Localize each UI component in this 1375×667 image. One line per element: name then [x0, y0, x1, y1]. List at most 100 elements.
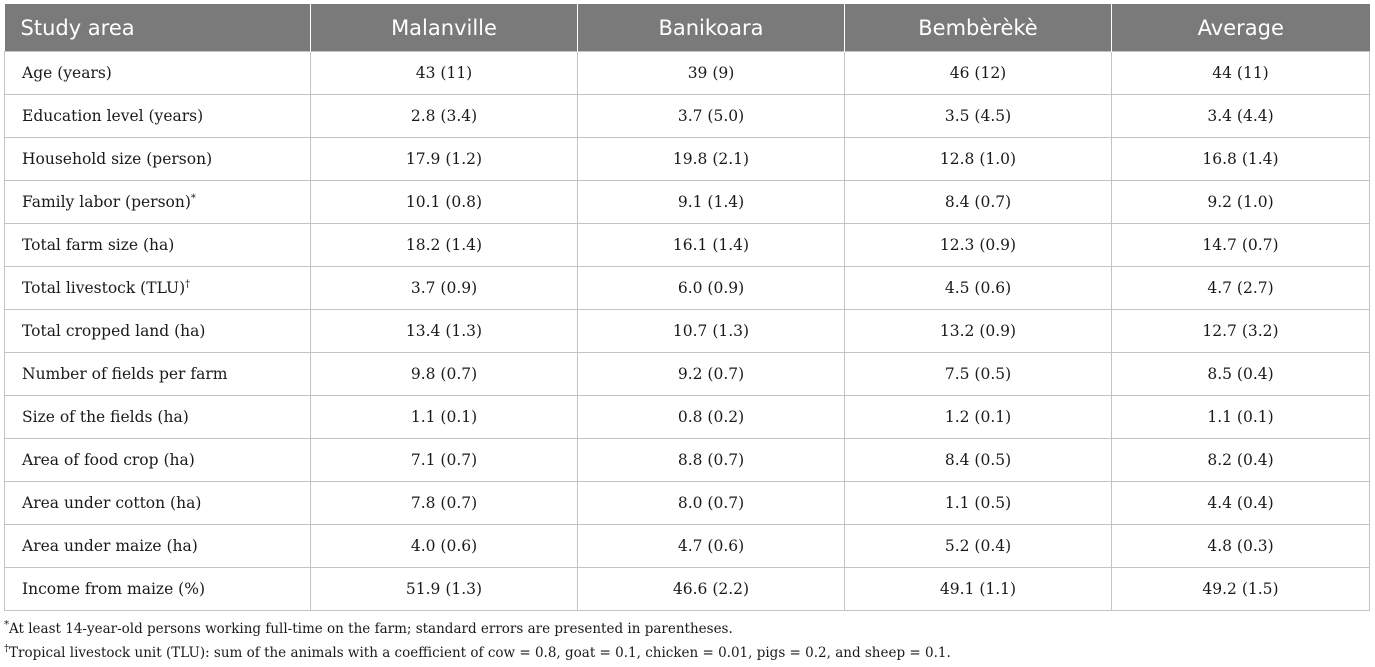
value-cell: 3.4 (4.4) — [1111, 94, 1370, 138]
value-cell: 3.7 (5.0) — [577, 94, 845, 138]
row-label-cell: Income from maize (%) — [4, 567, 311, 611]
table-body: Age (years) 43 (11) 39 (9) 46 (12) 44 (11) Ed… — [4, 51, 1370, 611]
footnote-text: Tropical livestock unit (TLU): sum of th… — [9, 645, 951, 661]
row-label-cell: Household size (person) — [4, 137, 311, 181]
value-cell: 6.0 (0.9) — [577, 266, 845, 310]
value-cell: 7.1 (0.7) — [310, 438, 578, 482]
footnote-mark: * — [4, 619, 9, 631]
value-cell: 16.8 (1.4) — [1111, 137, 1370, 181]
value-cell: 39 (9) — [577, 51, 845, 95]
row-label: Area of food crop (ha) — [22, 451, 195, 469]
value-cell: 3.7 (0.9) — [310, 266, 578, 310]
value-cell: 49.1 (1.1) — [844, 567, 1112, 611]
value-cell: 10.7 (1.3) — [577, 309, 845, 353]
value-cell: 12.3 (0.9) — [844, 223, 1112, 267]
row-label-cell: Education level (years) — [4, 94, 311, 138]
value-cell: 14.7 (0.7) — [1111, 223, 1370, 267]
value-cell: 1.2 (0.1) — [844, 395, 1112, 439]
value-cell: 16.1 (1.4) — [577, 223, 845, 267]
row-label: Size of the fields (ha) — [22, 408, 189, 426]
value-cell: 2.8 (3.4) — [310, 94, 578, 138]
value-cell: 8.5 (0.4) — [1111, 352, 1370, 396]
header-bemberek: Bembèrèkè — [844, 4, 1112, 52]
value-cell: 43 (11) — [310, 51, 578, 95]
value-cell: 12.7 (3.2) — [1111, 309, 1370, 353]
value-cell: 8.2 (0.4) — [1111, 438, 1370, 482]
row-label: Number of fields per farm — [22, 365, 228, 383]
row-label-cell: Total cropped land (ha) — [4, 309, 311, 353]
value-cell: 0.8 (0.2) — [577, 395, 845, 439]
table-row: Total cropped land (ha) 13.4 (1.3) 10.7 (1… — [4, 309, 1370, 353]
value-cell: 1.1 (0.5) — [844, 481, 1112, 525]
table-row: Education level (years) 2.8 (3.4) 3.7 (5.0… — [4, 94, 1370, 138]
data-table-container: Study area Malanville Banikoara Bembèrèk… — [4, 4, 1370, 611]
row-label-cell: Area under cotton (ha) — [4, 481, 311, 525]
row-label-mark: † — [185, 278, 191, 290]
table-footnotes: *At least 14-year-old persons working fu… — [4, 617, 1369, 665]
table-row: Total livestock (TLU)† 3.7 (0.9) 6.0 (0.9)… — [4, 266, 1370, 310]
row-label: Education level (years) — [22, 107, 204, 125]
table-row: Household size (person) 17.9 (1.2) 19.8 (2… — [4, 137, 1370, 181]
row-label: Total livestock (TLU) — [22, 279, 186, 297]
table-row: Size of the fields (ha) 1.1 (0.1) 0.8 (0.2… — [4, 395, 1370, 439]
value-cell: 44 (11) — [1111, 51, 1370, 95]
row-label: Household size (person) — [22, 150, 213, 168]
value-cell: 9.2 (1.0) — [1111, 180, 1370, 224]
value-cell: 7.5 (0.5) — [844, 352, 1112, 396]
value-cell: 4.0 (0.6) — [310, 524, 578, 568]
row-label-cell: Area under maize (ha) — [4, 524, 311, 568]
table-row: Age (years) 43 (11) 39 (9) 46 (12) 44 (11) — [4, 51, 1370, 95]
value-cell: 46.6 (2.2) — [577, 567, 845, 611]
row-label-mark: * — [190, 192, 196, 204]
row-label-cell: Area of food crop (ha) — [4, 438, 311, 482]
value-cell: 8.0 (0.7) — [577, 481, 845, 525]
row-label: Area under maize (ha) — [22, 537, 198, 555]
row-label: Age (years) — [22, 64, 112, 82]
footnote-text: At least 14-year-old persons working ful… — [9, 621, 733, 637]
value-cell: 10.1 (0.8) — [310, 180, 578, 224]
header-study-area: Study area — [4, 4, 311, 52]
header-banikoara: Banikoara — [577, 4, 845, 52]
value-cell: 13.2 (0.9) — [844, 309, 1112, 353]
value-cell: 1.1 (0.1) — [310, 395, 578, 439]
row-label-cell: Age (years) — [4, 51, 311, 95]
value-cell: 4.7 (0.6) — [577, 524, 845, 568]
value-cell: 3.5 (4.5) — [844, 94, 1112, 138]
header-malanville: Malanville — [310, 4, 578, 52]
row-label: Income from maize (%) — [22, 580, 206, 598]
value-cell: 4.4 (0.4) — [1111, 481, 1370, 525]
value-cell: 19.8 (2.1) — [577, 137, 845, 181]
value-cell: 4.8 (0.3) — [1111, 524, 1370, 568]
value-cell: 46 (12) — [844, 51, 1112, 95]
table-row: Total farm size (ha) 18.2 (1.4) 16.1 (1.4)… — [4, 223, 1370, 267]
value-cell: 49.2 (1.5) — [1111, 567, 1370, 611]
value-cell: 12.8 (1.0) — [844, 137, 1112, 181]
row-label: Family labor (person) — [22, 193, 191, 211]
value-cell: 9.1 (1.4) — [577, 180, 845, 224]
footnote-tlu: †Tropical livestock unit (TLU): sum of t… — [4, 641, 1369, 665]
value-cell: 17.9 (1.2) — [310, 137, 578, 181]
value-cell: 51.9 (1.3) — [310, 567, 578, 611]
value-cell: 8.4 (0.7) — [844, 180, 1112, 224]
footnote-mark: † — [4, 643, 9, 655]
value-cell: 13.4 (1.3) — [310, 309, 578, 353]
row-label: Total farm size (ha) — [22, 236, 175, 254]
table-row: Number of fields per farm 9.8 (0.7) 9.2 (0… — [4, 352, 1370, 396]
table-row: Area of food crop (ha) 7.1 (0.7) 8.8 (0.7)… — [4, 438, 1370, 482]
value-cell: 1.1 (0.1) — [1111, 395, 1370, 439]
study-area-table: Study area Malanville Banikoara Bembèrèk… — [4, 4, 1370, 611]
value-cell: 5.2 (0.4) — [844, 524, 1112, 568]
value-cell: 8.4 (0.5) — [844, 438, 1112, 482]
value-cell: 4.7 (2.7) — [1111, 266, 1370, 310]
row-label-cell: Family labor (person)* — [4, 180, 311, 224]
row-label-cell: Number of fields per farm — [4, 352, 311, 396]
header-average: Average — [1111, 4, 1370, 52]
value-cell: 18.2 (1.4) — [310, 223, 578, 267]
value-cell: 7.8 (0.7) — [310, 481, 578, 525]
row-label: Area under cotton (ha) — [22, 494, 202, 512]
table-row: Area under maize (ha) 4.0 (0.6) 4.7 (0.6) 5… — [4, 524, 1370, 568]
row-label-cell: Total livestock (TLU)† — [4, 266, 311, 310]
value-cell: 9.2 (0.7) — [577, 352, 845, 396]
value-cell: 4.5 (0.6) — [844, 266, 1112, 310]
row-label-cell: Total farm size (ha) — [4, 223, 311, 267]
